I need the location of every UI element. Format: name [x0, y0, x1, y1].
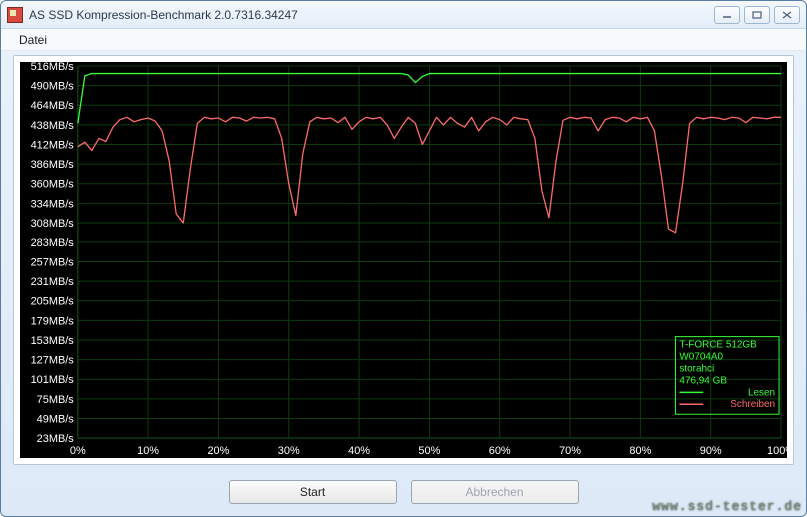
- close-icon: [782, 11, 792, 19]
- svg-text:412MB/s: 412MB/s: [31, 139, 75, 151]
- menubar: Datei: [1, 29, 806, 51]
- svg-text:80%: 80%: [629, 445, 651, 457]
- maximize-icon: [752, 11, 762, 19]
- svg-text:49MB/s: 49MB/s: [37, 413, 75, 425]
- svg-text:90%: 90%: [700, 445, 722, 457]
- svg-text:438MB/s: 438MB/s: [31, 120, 75, 132]
- svg-text:153MB/s: 153MB/s: [31, 335, 75, 347]
- chart-canvas: 516MB/s 490MB/s 464MB/s 438MB/s 412MB/s 386MB…: [20, 62, 787, 458]
- cancel-button: Abbrechen: [411, 480, 579, 504]
- svg-text:476,94 GB: 476,94 GB: [679, 375, 727, 386]
- start-button[interactable]: Start: [229, 480, 397, 504]
- svg-text:100%: 100%: [767, 445, 787, 457]
- maximize-button[interactable]: [744, 6, 770, 24]
- window-controls: [714, 6, 800, 24]
- svg-text:50%: 50%: [418, 445, 440, 457]
- svg-text:70%: 70%: [559, 445, 581, 457]
- compression-chart: 516MB/s 490MB/s 464MB/s 438MB/s 412MB/s 386MB…: [20, 62, 787, 458]
- svg-text:T-FORCE 512GB: T-FORCE 512GB: [679, 340, 757, 351]
- svg-text:360MB/s: 360MB/s: [31, 179, 75, 191]
- minimize-icon: [722, 11, 732, 19]
- svg-text:Lesen: Lesen: [748, 387, 775, 398]
- app-icon: [7, 7, 23, 23]
- svg-text:386MB/s: 386MB/s: [31, 159, 75, 171]
- app-window: AS SSD Kompression-Benchmark 2.0.7316.34…: [0, 0, 807, 517]
- menu-file[interactable]: Datei: [11, 31, 55, 49]
- minimize-button[interactable]: [714, 6, 740, 24]
- svg-text:23MB/s: 23MB/s: [37, 433, 75, 445]
- svg-text:464MB/s: 464MB/s: [31, 100, 75, 112]
- svg-text:20%: 20%: [207, 445, 229, 457]
- svg-text:127MB/s: 127MB/s: [31, 355, 75, 367]
- chart-frame: 516MB/s 490MB/s 464MB/s 438MB/s 412MB/s 386MB…: [13, 55, 794, 465]
- svg-text:283MB/s: 283MB/s: [31, 237, 75, 249]
- close-button[interactable]: [774, 6, 800, 24]
- watermark: www.ssd-tester.de: [652, 499, 802, 514]
- svg-text:75MB/s: 75MB/s: [37, 394, 75, 406]
- svg-text:101MB/s: 101MB/s: [31, 374, 75, 386]
- svg-text:60%: 60%: [489, 445, 511, 457]
- svg-text:40%: 40%: [348, 445, 370, 457]
- svg-text:30%: 30%: [278, 445, 300, 457]
- svg-text:0%: 0%: [70, 445, 86, 457]
- svg-text:205MB/s: 205MB/s: [31, 296, 75, 308]
- svg-text:516MB/s: 516MB/s: [31, 62, 75, 73]
- svg-text:10%: 10%: [137, 445, 159, 457]
- svg-text:308MB/s: 308MB/s: [31, 218, 75, 230]
- svg-text:490MB/s: 490MB/s: [31, 81, 75, 93]
- window-title: AS SSD Kompression-Benchmark 2.0.7316.34…: [29, 8, 714, 22]
- svg-text:334MB/s: 334MB/s: [31, 198, 75, 210]
- svg-text:Schreiben: Schreiben: [730, 399, 775, 410]
- svg-text:257MB/s: 257MB/s: [31, 256, 75, 268]
- svg-text:231MB/s: 231MB/s: [31, 276, 75, 288]
- svg-text:storahci: storahci: [679, 363, 714, 374]
- svg-text:179MB/s: 179MB/s: [31, 315, 75, 327]
- svg-text:W0704A0: W0704A0: [679, 352, 723, 363]
- titlebar[interactable]: AS SSD Kompression-Benchmark 2.0.7316.34…: [1, 1, 806, 29]
